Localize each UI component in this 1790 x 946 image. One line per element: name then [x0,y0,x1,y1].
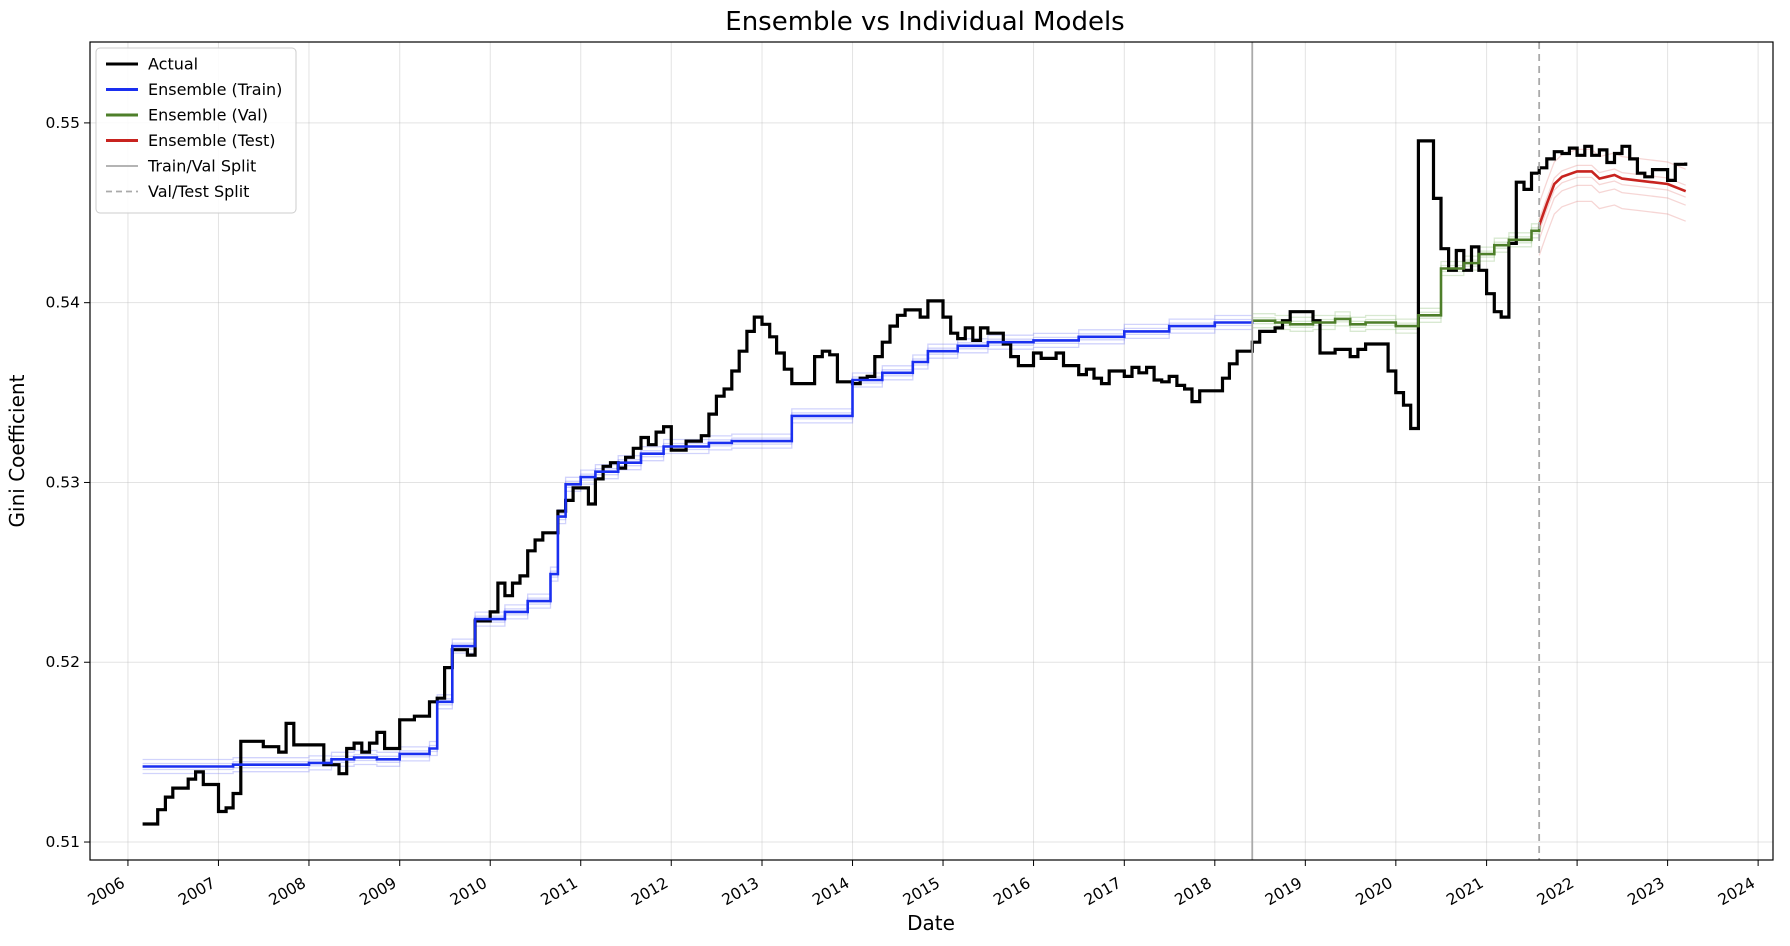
legend-label: Ensemble (Test) [148,131,276,150]
y-tick-label: 0.55 [45,114,80,132]
individual-model-line [1538,176,1686,232]
grid [90,42,1773,860]
y-tick-label: 0.53 [45,473,80,491]
series-line-ensemble-train [142,320,1254,768]
individual-model-line [1538,200,1686,256]
legend-box [95,47,297,214]
series-line-actual [142,139,1688,826]
series-lines [142,139,1688,826]
individual-model-line [1538,184,1686,240]
y-tick-label: 0.54 [45,294,80,312]
split-lines [1251,42,1541,860]
y-axis: 0.51 0.52 0.53 0.54 0.55 [45,114,90,851]
legend-label: Ensemble (Val) [148,106,268,125]
y-tick-label: 0.51 [45,833,80,851]
y-tick-label: 0.52 [45,653,80,671]
series-line-ensemble-val [1252,225,1541,328]
y-axis-label: Gini Coefficient [5,374,29,527]
x-axis-label: Date [907,911,955,935]
chart-title: Ensemble vs Individual Models [725,7,1124,37]
series-line-ensemble-test [1537,170,1687,226]
legend-label: Actual [148,55,198,74]
legend-label: Ensemble (Train) [148,80,282,99]
legend-label: Train/Val Split [147,157,256,176]
plot-frame [89,41,1774,861]
individual-model-line [1538,148,1686,204]
individual-model-line [142,327,1253,775]
legend-label: Val/Test Split [148,182,249,201]
legend: Actual Ensemble (Train) Ensemble (Val) Ense… [95,47,297,214]
